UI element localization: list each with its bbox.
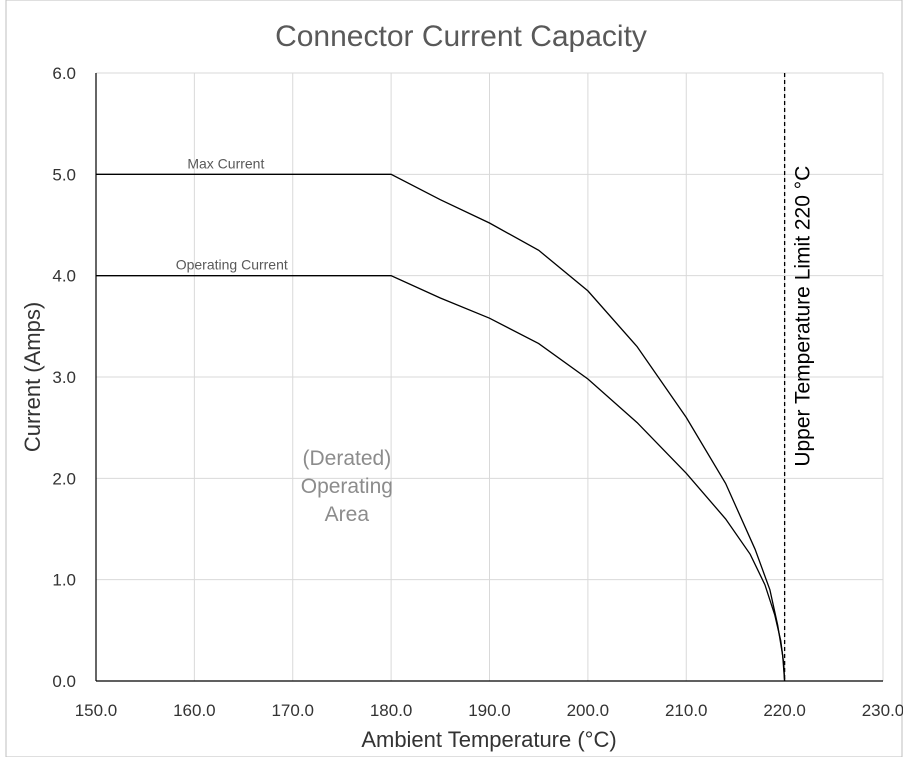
x-tick-label: 200.0 [567,701,610,720]
y-tick-label: 2.0 [52,469,76,488]
y-tick-label: 0.0 [52,672,76,691]
chart-border [5,0,903,757]
y-tick-label: 1.0 [52,571,76,590]
x-tick-label: 170.0 [271,701,314,720]
y-axis-label: Current (Amps) [20,302,45,452]
series-layer [96,173,786,682]
series-label: Operating Current [176,257,288,273]
y-tick-label: 5.0 [52,165,76,184]
chart-title: Connector Current Capacity [275,20,647,53]
x-tick-label: 150.0 [75,701,118,720]
x-tick-label: 180.0 [370,701,413,720]
y-tick-label: 6.0 [52,64,76,83]
x-axis-label: Ambient Temperature (°C) [361,727,616,752]
y-tick-label: 4.0 [52,267,76,286]
region-label: Area [325,503,370,526]
series-line [96,275,786,682]
series-label: Max Current [187,155,264,171]
x-tick-label: 230.0 [862,701,903,720]
y-tick-label: 3.0 [52,368,76,387]
label-layer: Max Current Operating Current Upper Temper… [176,73,815,681]
limit-label: Upper Temperature Limit 220 °C [792,166,815,467]
x-tick-label: 220.0 [763,701,806,720]
x-tick-label: 210.0 [665,701,708,720]
x-tick-label: 160.0 [173,701,216,720]
region-label: Operating [301,475,393,498]
x-tick-label: 190.0 [468,701,511,720]
region-label: (Derated) [303,447,392,470]
